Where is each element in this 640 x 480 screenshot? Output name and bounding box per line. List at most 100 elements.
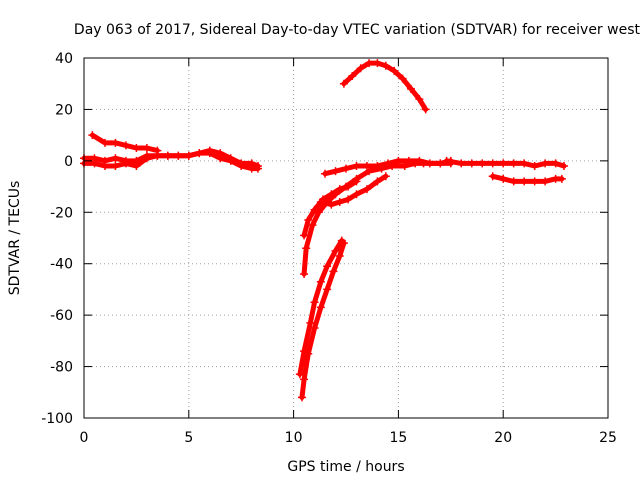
data-point-marker (174, 151, 183, 160)
data-point-marker (111, 138, 120, 147)
data-point-marker (316, 277, 325, 286)
grid-layer (84, 58, 608, 418)
y-axis-label: SDTVAR / TECUs (7, 181, 23, 296)
x-tick-label: 20 (494, 430, 512, 446)
data-point-marker (557, 174, 566, 183)
data-point-marker (488, 172, 497, 181)
data-point-marker (394, 156, 403, 165)
data-point-marker (541, 159, 550, 168)
data-point-marker (530, 177, 539, 186)
data-point-marker (316, 303, 325, 312)
plot-frame (83, 57, 609, 419)
series-arc-2 (80, 146, 262, 170)
data-point-marker (520, 159, 529, 168)
data-point-marker (488, 159, 497, 168)
y-tick-label: -80 (50, 360, 73, 376)
data-point-marker (247, 159, 256, 168)
data-point-marker (381, 172, 390, 181)
data-point-marker (425, 159, 434, 168)
data-point-marker (362, 185, 371, 194)
data-point-marker (530, 162, 539, 170)
data-point-marker (541, 177, 550, 186)
data-point-marker (100, 138, 109, 147)
data-point-marker (520, 177, 529, 186)
data-point-marker (509, 159, 518, 168)
series-arc-10 (339, 59, 430, 114)
data-point-marker (335, 198, 344, 206)
data-point-marker (323, 285, 332, 294)
data-point-marker (404, 156, 413, 165)
data-point-marker (467, 159, 476, 168)
x-tick-label: 25 (599, 430, 617, 446)
series-arc-8 (321, 156, 455, 178)
data-point-marker (406, 84, 415, 93)
series-arc-5 (295, 236, 346, 379)
data-point-marker (111, 154, 120, 163)
series-arc-9 (316, 172, 390, 209)
data-point-marker (373, 177, 382, 186)
series-band (341, 60, 429, 112)
data-point-marker (499, 159, 508, 168)
series-arc-11 (442, 156, 568, 170)
data-point-marker (226, 154, 235, 163)
data-point-marker (478, 159, 487, 168)
data-point-marker (381, 61, 390, 70)
data-point-marker (390, 66, 399, 75)
data-point-marker (142, 144, 151, 152)
data-point-marker (300, 347, 309, 356)
data-point-marker (383, 159, 392, 168)
data-point-marker (321, 169, 330, 178)
y-tick-label: 40 (55, 51, 73, 67)
data-point-marker (327, 190, 336, 199)
data-point-marker (337, 236, 346, 245)
series-band (297, 238, 345, 377)
x-tick-label: 0 (80, 430, 89, 446)
data-point-marker (310, 298, 319, 307)
data-point-marker (499, 174, 508, 183)
data-point-marker (300, 270, 309, 278)
data-point-marker (335, 185, 344, 194)
series-arc-7 (300, 177, 361, 240)
x-axis-label: GPS time / hours (287, 459, 404, 475)
data-point-marker (308, 221, 317, 230)
data-point-marker (121, 159, 130, 168)
data-point-marker (415, 156, 424, 165)
data-point-marker (297, 393, 306, 402)
y-tick-label: -60 (50, 308, 73, 324)
series-layer (80, 59, 568, 402)
data-point-marker (205, 146, 214, 155)
data-point-marker (421, 105, 430, 114)
data-point-marker (559, 162, 568, 170)
data-point-marker (509, 177, 518, 186)
data-point-marker (295, 370, 304, 379)
data-point-marker (373, 59, 382, 68)
data-point-marker (132, 144, 141, 152)
data-point-marker (142, 154, 151, 163)
y-tick-label: 0 (64, 154, 73, 170)
data-point-marker (237, 159, 246, 168)
data-point-marker (335, 252, 344, 260)
data-point-marker (356, 64, 365, 73)
data-point-marker (323, 262, 332, 271)
data-point-marker (153, 146, 162, 155)
data-point-marker (373, 162, 382, 170)
data-point-marker (551, 159, 560, 168)
data-point-marker (121, 141, 130, 150)
data-point-marker (88, 131, 97, 140)
y-tick-label: -20 (50, 205, 73, 221)
series-band (299, 240, 347, 400)
data-point-marker (310, 205, 319, 214)
data-point-marker (442, 156, 451, 165)
y-tick-label: -40 (50, 257, 73, 273)
tick-layer: -100 -80 -60 -40 -20 0 20 40 0 5 10 15 20 25 (41, 51, 617, 446)
data-point-marker (132, 162, 141, 170)
data-point-marker (302, 244, 311, 253)
data-point-marker (327, 200, 336, 209)
data-point-marker (329, 267, 338, 276)
data-point-marker (398, 74, 407, 83)
data-point-marker (111, 162, 120, 170)
data-point-marker (436, 159, 445, 168)
data-point-marker (304, 216, 313, 224)
data-point-marker (339, 79, 348, 88)
data-point-marker (163, 151, 172, 160)
